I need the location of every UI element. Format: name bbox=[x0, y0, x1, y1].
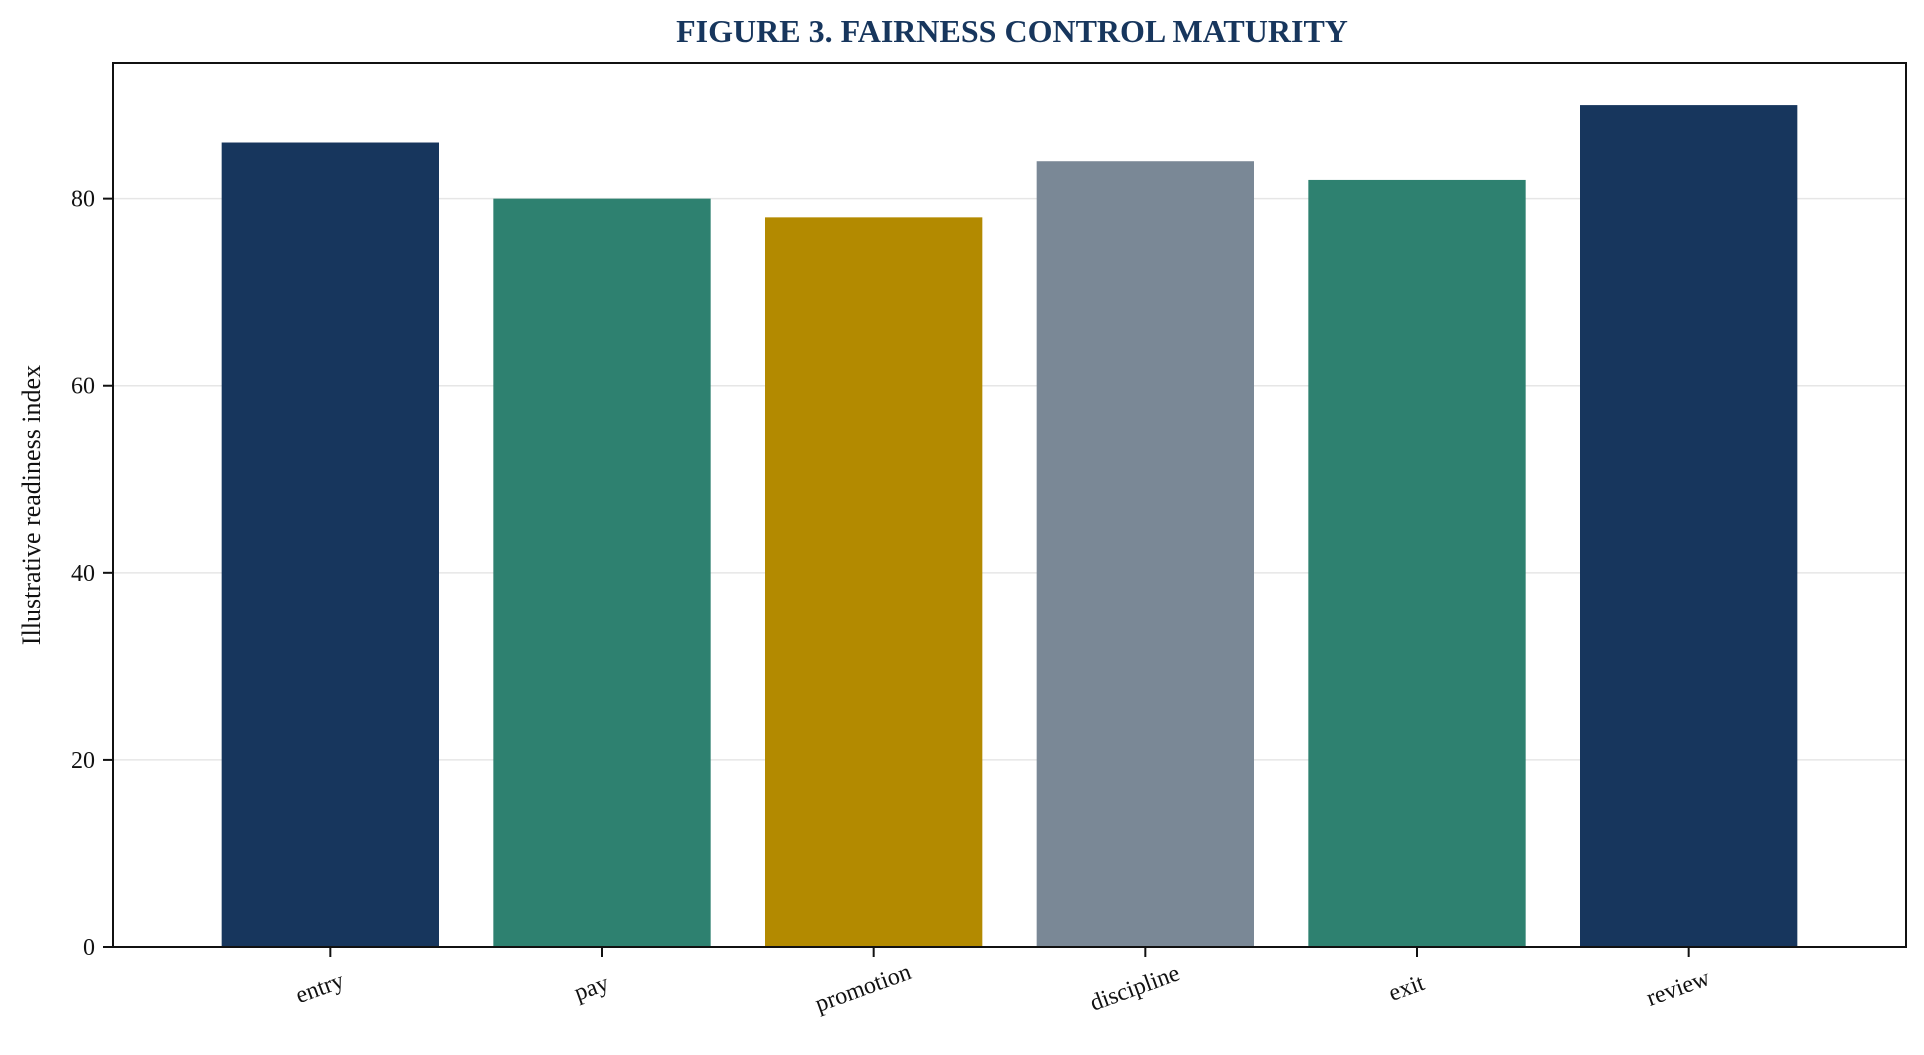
y-tick-label: 80 bbox=[71, 187, 95, 213]
x-tick-label: pay bbox=[571, 970, 612, 1006]
x-tick-label: exit bbox=[1385, 970, 1428, 1007]
bar-promotion bbox=[765, 217, 983, 947]
bar-pay bbox=[493, 198, 711, 948]
x-tick-label: discipline bbox=[1087, 960, 1184, 1016]
plot-area-frame bbox=[112, 62, 1907, 948]
bar-exit bbox=[1308, 179, 1526, 947]
x-tick-label: promotion bbox=[812, 959, 915, 1018]
y-tick-label: 40 bbox=[71, 561, 95, 587]
y-axis-label: Illustrative readiness index bbox=[17, 365, 46, 645]
y-tick-label: 20 bbox=[71, 748, 95, 774]
y-tick-label: 60 bbox=[71, 374, 95, 400]
x-tick-label: entry bbox=[292, 968, 347, 1009]
bar-discipline bbox=[1036, 161, 1254, 947]
x-axis: entry pay promotion discipline exit review bbox=[292, 947, 1714, 1018]
y-tick-label: 0 bbox=[83, 935, 95, 961]
bar-review bbox=[1580, 105, 1798, 948]
y-axis: 0 20 40 60 80 bbox=[71, 187, 113, 961]
bars bbox=[221, 105, 1798, 948]
x-tick-label: review bbox=[1643, 965, 1714, 1012]
chart-title: FIGURE 3. FAIRNESS CONTROL MATURITY bbox=[676, 13, 1348, 49]
bar-entry bbox=[221, 142, 439, 947]
